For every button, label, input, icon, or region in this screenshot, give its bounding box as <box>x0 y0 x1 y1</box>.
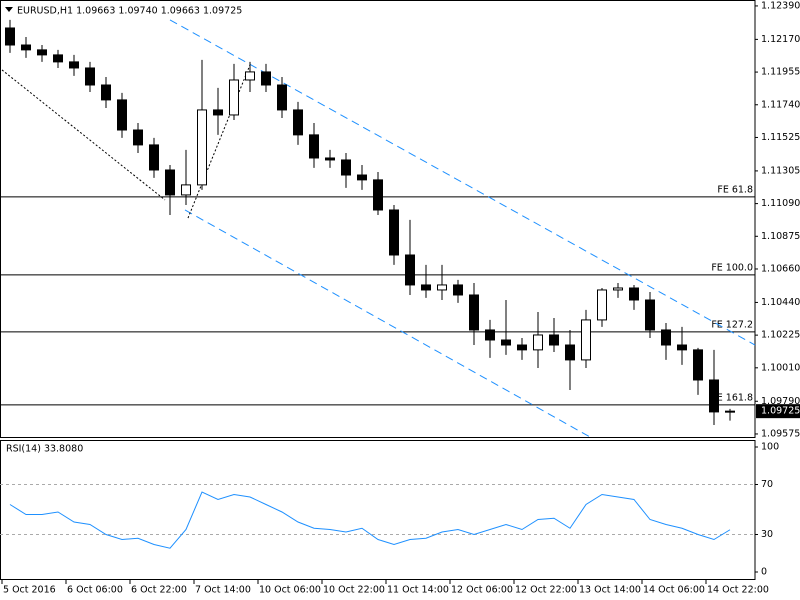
candle-body <box>133 129 143 146</box>
candle-body <box>245 71 255 81</box>
x-tick-label: 10 Oct 06:00 <box>259 585 321 596</box>
candle-body <box>725 410 735 413</box>
y-tick-label: 1.11525 <box>761 132 800 143</box>
candle-body <box>517 344 527 351</box>
x-tick-label: 10 Oct 22:00 <box>323 585 385 596</box>
y-tick-label: 1.12170 <box>761 34 800 45</box>
candle-body <box>565 344 575 361</box>
candle-body <box>469 294 479 331</box>
candle-body <box>213 109 223 116</box>
candle-body <box>597 289 607 321</box>
candle-body <box>357 174 367 181</box>
candle-body <box>405 254 415 286</box>
y-tick-label: 1.11955 <box>761 67 800 78</box>
rsi-frame <box>0 440 756 580</box>
candle-body <box>69 61 79 69</box>
candle-body <box>581 319 591 361</box>
rsi-tick-label: 100 <box>761 442 779 453</box>
rsi-tick-label: 70 <box>761 479 773 490</box>
candle-body <box>197 109 207 186</box>
candle-body <box>229 79 239 116</box>
x-tick-label: 13 Oct 14:00 <box>579 585 641 596</box>
x-tick-label: 14 Oct 06:00 <box>643 585 705 596</box>
fe-label: FE 100.0 <box>711 262 753 273</box>
candle-body <box>261 71 271 86</box>
candle-body <box>613 287 623 291</box>
candle-body <box>693 349 703 381</box>
candle-body <box>437 284 447 291</box>
candle-body <box>485 329 495 341</box>
candle-body <box>85 67 95 86</box>
y-tick-label: 1.11740 <box>761 99 800 110</box>
rsi-tick-label: 30 <box>761 529 773 540</box>
x-tick-label: 11 Oct 14:00 <box>387 585 449 596</box>
rsi-line <box>9 491 731 549</box>
candle-body <box>533 334 543 351</box>
rsi-title: RSI(14) 33.8080 <box>6 444 83 455</box>
candle-body <box>341 159 351 176</box>
candle-body <box>277 84 287 111</box>
candle-body <box>37 49 47 56</box>
chart-title: EURUSD,H1 1.09663 1.09740 1.09663 1.0972… <box>17 6 242 17</box>
candle-body <box>661 329 671 346</box>
candle-body <box>181 184 191 196</box>
y-tick-label: 1.11090 <box>761 198 800 209</box>
y-tick-label: 1.10875 <box>761 231 800 242</box>
candle-body <box>325 157 335 161</box>
y-tick-label: 1.09790 <box>761 396 800 407</box>
x-tick-label: 14 Oct 22:00 <box>707 585 769 596</box>
x-tick-label: 12 Oct 06:00 <box>451 585 513 596</box>
candle-body <box>117 99 127 131</box>
candle-body <box>453 284 463 296</box>
candle-body <box>501 339 511 346</box>
trend-line <box>1 69 166 201</box>
menu-arrow <box>5 7 13 12</box>
y-tick-label: 1.10225 <box>761 330 800 341</box>
candle-body <box>149 144 159 171</box>
y-tick-label: 1.10660 <box>761 263 800 274</box>
candle-body <box>645 299 655 331</box>
trend-line <box>187 64 251 219</box>
candle-body <box>373 179 383 211</box>
rsi-tick-label: 0 <box>761 567 767 578</box>
candle-body <box>549 334 559 346</box>
x-tick-label: 12 Oct 22:00 <box>515 585 577 596</box>
last-price-box <box>756 404 800 419</box>
x-tick-label: 5 Oct 2016 <box>3 585 56 596</box>
candle-body <box>53 54 63 63</box>
last-price-label: 1.09725 <box>761 406 800 417</box>
y-tick-label: 1.09575 <box>761 428 800 439</box>
candle-body <box>389 209 399 256</box>
fe-label: FE 161.8 <box>711 392 753 403</box>
candle-body <box>5 27 15 46</box>
y-tick-label: 1.12390 <box>761 0 800 11</box>
candle-body <box>165 169 175 196</box>
candle-body <box>421 284 431 291</box>
y-tick-label: 1.11305 <box>761 165 800 176</box>
candle-body <box>709 379 719 413</box>
main-frame <box>0 0 756 438</box>
y-tick-label: 1.10010 <box>761 362 800 373</box>
fe-label: FE 61.8 <box>717 184 753 195</box>
candle-body <box>293 109 303 136</box>
candle-body <box>677 344 687 351</box>
candle-body <box>101 84 111 101</box>
y-tick-label: 1.10440 <box>761 297 800 308</box>
fe-label: FE 127.2 <box>711 319 753 330</box>
candle-body <box>309 134 319 159</box>
x-tick-label: 6 Oct 22:00 <box>131 585 187 596</box>
candle-body <box>629 287 639 301</box>
x-tick-label: 6 Oct 06:00 <box>67 585 123 596</box>
x-tick-label: 7 Oct 14:00 <box>195 585 251 596</box>
candle-body <box>21 44 31 51</box>
